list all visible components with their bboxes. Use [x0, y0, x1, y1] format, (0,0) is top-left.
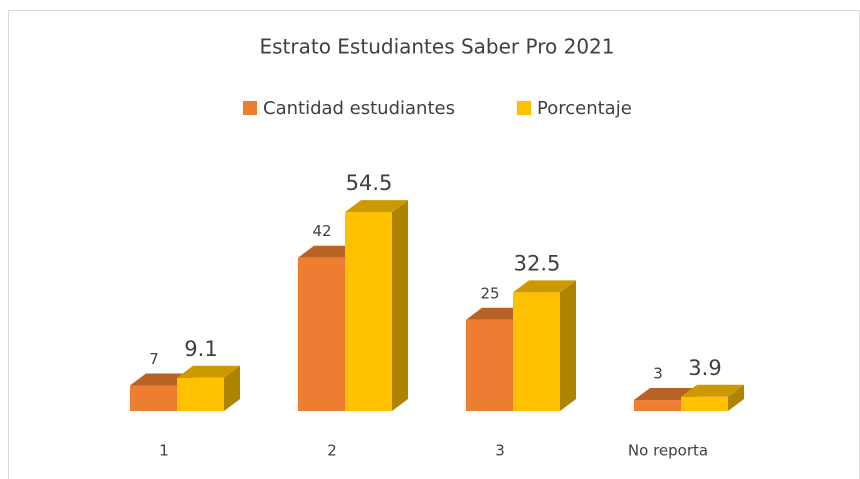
bar-front [681, 396, 728, 411]
bar [681, 384, 744, 411]
bar-side [224, 365, 240, 411]
data-label: 42 [312, 222, 331, 240]
bar-top [345, 200, 408, 213]
data-label: 25 [480, 284, 499, 302]
bar-top [177, 365, 240, 378]
legend-label: Cantidad estudiantes [263, 98, 455, 119]
bar [513, 280, 576, 411]
bar [177, 365, 240, 411]
x-tick-label: 1 [159, 442, 169, 460]
bar-side [560, 280, 576, 411]
bar-front [298, 257, 345, 411]
bar-side [728, 384, 744, 411]
bar-side [392, 200, 408, 411]
x-tick-label: No reporta [628, 442, 708, 460]
chart-title: Estrato Estudiantes Saber Pro 2021 [259, 35, 614, 59]
data-label: 3 [653, 365, 663, 383]
bar-front [345, 212, 392, 411]
data-label: 3.9 [688, 356, 721, 380]
bar-front [177, 377, 224, 411]
bar-front [466, 319, 513, 411]
data-label: 32.5 [514, 251, 561, 275]
bar-front [634, 400, 681, 411]
bar-top [681, 384, 744, 397]
legend-swatch [517, 101, 531, 115]
bar-top [513, 280, 576, 293]
x-tick-label: 3 [495, 442, 505, 460]
x-tick-label: 2 [327, 442, 337, 460]
bar [345, 200, 408, 411]
legend-label: Porcentaje [537, 98, 632, 119]
data-label: 7 [149, 350, 159, 368]
data-label: 9.1 [184, 337, 217, 361]
bar-front [513, 292, 560, 411]
data-label: 54.5 [346, 171, 393, 195]
legend-swatch [243, 101, 257, 115]
bar-front [130, 385, 177, 411]
